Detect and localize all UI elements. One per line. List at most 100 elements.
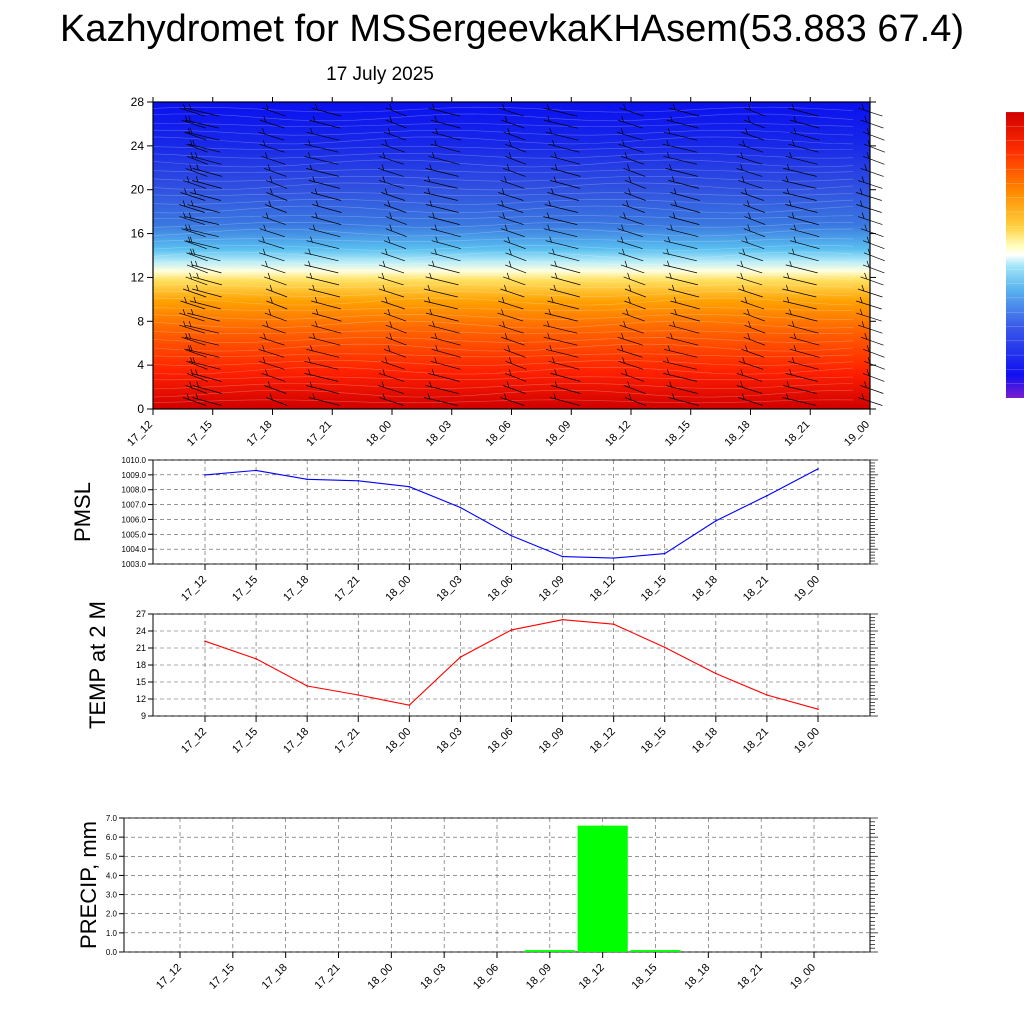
wind-barb [381,357,406,370]
temp-x-tick-label: 17_18 [281,726,311,756]
temp-point [204,640,206,642]
wind-barb [505,152,527,165]
wind-barb [617,224,643,238]
wind-barb [545,345,579,358]
wind-barb [258,345,285,358]
wind-barb [622,200,645,213]
wind-barb [497,308,524,322]
wind-barb [543,333,578,346]
wind-barb [736,272,763,286]
contour-line [152,389,854,398]
wind-barb [669,212,700,225]
wind-barb [186,128,220,141]
precip-x-tick-label: 19_00 [788,962,818,992]
wind-barb [551,381,581,394]
contour-line [152,337,854,343]
wind-barb [782,393,817,406]
precip-y-axis-label: PRECIP, mm [76,821,101,949]
wind-barb [308,393,341,406]
precip-y-tick-label: 1.0 [106,929,118,938]
wind-barb [616,128,643,141]
wind-barb [618,140,644,153]
pmsl-y-tick-label: 1009.0 [122,471,147,480]
wind-barb [788,212,819,225]
wind-barb [665,381,698,394]
wind-barb [543,224,578,238]
wind-barb [743,224,766,238]
wind-barb [785,308,818,322]
heat-y-tick-label: 16 [131,227,145,241]
wind-barb [383,345,407,358]
contour-line [152,113,854,122]
wind-barb [624,188,646,201]
wind-barb [262,321,286,334]
pmsl-x-tick-label: 18_06 [486,574,516,604]
wind-barb [790,128,820,141]
wind-barb [266,296,288,310]
pmsl-x-tick-label: 17_12 [179,574,209,604]
heat-y-tick-label: 24 [131,139,145,153]
wind-barb [428,103,460,117]
wind-barb [383,236,407,250]
pmsl-y-tick-label: 1006.0 [122,515,147,524]
wind-barb [736,260,763,274]
wind-barb [736,369,763,382]
wind-barb [185,212,219,225]
wind-barb [619,321,644,334]
wind-barb [188,140,221,153]
wind-barb [308,284,341,298]
wind-barb [188,248,221,262]
wind-barb [736,152,763,165]
pmsl-x-tick-label: 18_18 [690,574,720,604]
contour-line [152,366,854,375]
contour-line [152,244,854,251]
wind-barb [665,164,698,177]
wind-barb [264,308,287,322]
precip-x-tick-label: 18_21 [735,962,765,992]
wind-barb [192,164,222,177]
wind-barb [743,308,766,322]
wind-barb [378,152,405,165]
wind-barb [309,224,341,238]
wind-barb [670,308,700,322]
wind-barb [308,176,341,189]
wind-barb [181,115,206,129]
pmsl-panel: 1003.0 1004.0 1005.0 1006.0 1007.0 1008.0 1009… [70,456,878,604]
contour-line [152,274,854,283]
heat-y-tick-label: 12 [131,270,145,284]
contour-line [152,251,854,260]
wind-barb [662,248,697,262]
wind-barb [620,369,645,382]
wind-barb [186,369,208,382]
wind-barb [179,212,205,225]
pmsl-point [459,506,462,509]
wind-barb [663,260,698,274]
wind-barb [856,308,882,322]
wind-barb [185,164,208,177]
pmsl-y-tick-label: 1004.0 [122,545,147,554]
precip-y-tick-label: 7.0 [106,814,118,823]
precip-x-tick-label: 18_00 [365,962,395,992]
pmsl-y-tick-label: 1010.0 [122,456,147,465]
wind-barb [783,188,817,201]
contour-line [152,106,854,113]
wind-barb [186,236,220,250]
pmsl-point [306,478,308,481]
wind-barb [306,236,340,250]
wind-barb [789,224,820,238]
wind-barb [663,345,698,358]
wind-barb [181,333,206,346]
temp-point [510,629,513,631]
precip-bar [630,950,681,952]
wind-barb [428,260,460,274]
temp-x-tick-label: 18_15 [639,726,669,756]
wind-barb [378,393,405,406]
temp-x-tick-label: 18_18 [690,726,720,756]
precip-x-tick-label: 18_06 [471,962,501,992]
pmsl-x-tick-label: 17_15 [230,574,260,604]
temp-x-tick-label: 18_03 [434,726,464,756]
temp-point [715,672,717,675]
wind-barb [543,212,578,225]
wind-barb [740,188,764,201]
precip-y-tick-label: 5.0 [106,852,118,861]
